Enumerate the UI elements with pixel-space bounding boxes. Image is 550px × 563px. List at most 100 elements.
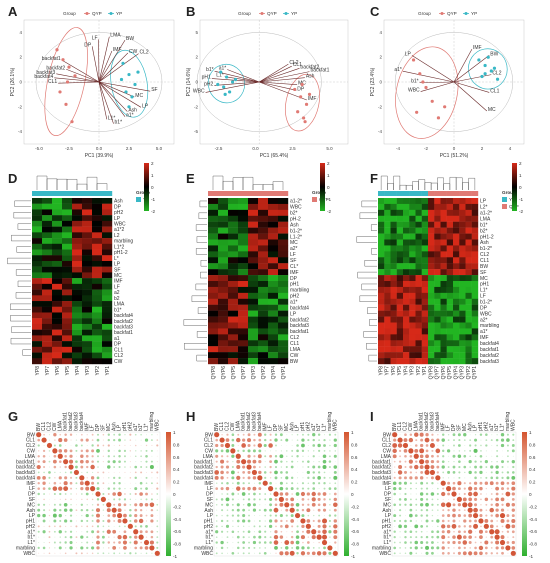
corr-cell (146, 471, 148, 473)
corr-cell (253, 482, 255, 484)
corr-cell (491, 444, 493, 446)
group-bar-cell (446, 191, 454, 196)
loading-label: pH1 (202, 75, 211, 81)
corr-cell (285, 508, 289, 512)
heatmap-cell (459, 310, 466, 317)
corr-cell (248, 525, 250, 527)
corr-cell (247, 498, 251, 501)
corr-cell (69, 459, 74, 464)
corr-cell (408, 459, 413, 464)
heatmap-cell (390, 245, 397, 252)
corr-cell (512, 465, 515, 469)
row-label: LP (114, 216, 121, 222)
column-label: YP3 (85, 366, 91, 376)
corr-cell (484, 481, 489, 485)
heatmap-cell (238, 334, 249, 341)
corr-cell (96, 540, 100, 545)
row-label: backfat1 (114, 330, 133, 336)
heatmap-cell (238, 358, 249, 365)
heatmap-cell (52, 226, 63, 233)
corr-cell (473, 523, 479, 529)
heatmap-cell (208, 269, 219, 276)
corr-cell (505, 545, 511, 551)
panel-label-d: D (8, 171, 17, 186)
heatmap-cell (390, 328, 397, 335)
corr-cell (101, 535, 105, 539)
heatmap-cell (248, 233, 259, 240)
heatmap-cell (268, 334, 279, 341)
loading-label: CW (129, 49, 138, 55)
corr-cell (452, 465, 456, 469)
corr-cell (274, 546, 278, 550)
corr-cell (478, 529, 483, 534)
corr-cell (124, 439, 126, 441)
corr-cell (285, 438, 289, 442)
heatmap-cell (268, 322, 279, 329)
heatmap-cell (409, 358, 416, 365)
corr-cell (425, 502, 429, 507)
corr-cell (69, 546, 73, 550)
corr-cell (306, 546, 310, 550)
corr-cell (500, 443, 505, 448)
corr-cell (291, 439, 293, 441)
corr-cell (333, 475, 338, 480)
heatmap-cell (378, 275, 385, 282)
corr-cell (64, 493, 67, 495)
corr-cell (307, 455, 309, 457)
heatmap-cell (396, 316, 404, 323)
corr-col-label: IMF (262, 422, 268, 431)
heatmap-cell (42, 209, 53, 216)
heatmap-cell (428, 298, 435, 305)
corr-cell (80, 438, 84, 442)
corr-cell (225, 486, 230, 491)
heatmap-cell (434, 275, 441, 282)
corr-cell (58, 444, 62, 447)
corr-cell (140, 466, 143, 469)
corr-cell (150, 449, 153, 452)
corr-cell (284, 502, 290, 508)
corr-cell (329, 504, 331, 506)
corr-cell (286, 531, 288, 533)
corr-cell (135, 461, 137, 463)
heatmap-cell (465, 269, 472, 276)
corr-col-label: CW (52, 422, 58, 431)
heatmap-cell (268, 269, 279, 276)
corr-cell (452, 535, 456, 539)
heatmap-cell (465, 286, 472, 294)
heatmap-cell (453, 209, 460, 216)
corr-cell (511, 492, 515, 496)
corr-cell (54, 547, 56, 549)
corr-cell (248, 492, 251, 496)
legend-label-yp: YP (471, 11, 477, 16)
heatmap-cell (102, 272, 113, 279)
row-label: DP (114, 342, 122, 348)
group-bar-cell (453, 191, 460, 196)
heatmap-cell (208, 322, 219, 329)
loading-arrow (259, 68, 300, 83)
row-label: b1-2* (480, 246, 492, 252)
corr-col-label: backfat3 (430, 412, 436, 431)
corr-cell (485, 530, 488, 534)
heatmap-cell (208, 227, 219, 234)
heatmap-cell (415, 245, 422, 252)
corr-row-label: backfat2 (16, 465, 35, 471)
heatmap-cell (378, 221, 385, 228)
corr-cell (269, 503, 273, 507)
corr-cell (129, 450, 132, 452)
heatmap-cell (52, 283, 63, 290)
corr-cell (507, 466, 509, 468)
heatmap-cell (390, 263, 397, 270)
heatmap-cell (421, 251, 429, 258)
corr-col-label: BW (214, 423, 220, 431)
corr-cell (307, 433, 310, 436)
corr-cell (140, 439, 142, 441)
corr-cell (96, 530, 100, 534)
heatmap-cell (92, 249, 103, 256)
corr-cell (463, 546, 466, 550)
corr-cell (501, 476, 504, 479)
loading-arrow (98, 81, 142, 108)
corr-cell (100, 496, 106, 502)
corr-cell (122, 540, 128, 545)
corr-cell (464, 461, 466, 463)
group-bar-cell (415, 191, 422, 196)
